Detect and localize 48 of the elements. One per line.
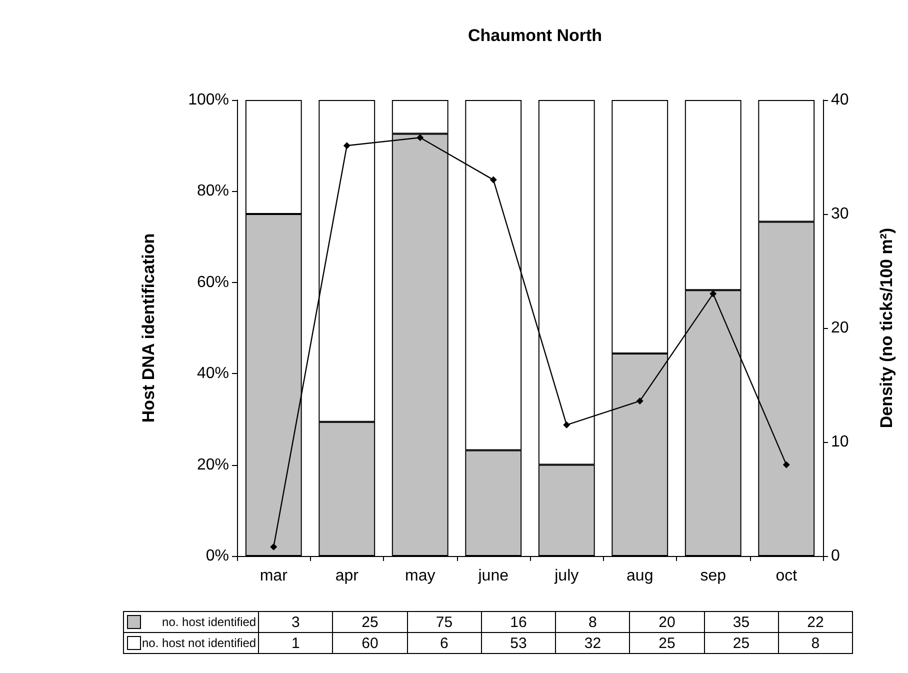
x-tick-label: aug [626, 568, 654, 584]
point [490, 176, 497, 184]
text: 25 [332, 612, 408, 632]
x-tick-label: mar [260, 568, 288, 584]
y-tick-label: 100% [188, 92, 229, 108]
text: 8 [556, 612, 630, 632]
text: 6 [407, 632, 482, 654]
x-tick-label: apr [335, 568, 360, 584]
point [782, 461, 790, 468]
y2-tick-label: 10 [831, 434, 849, 450]
y2-tick-label: 20 [831, 320, 849, 336]
y-tick-label: 40% [196, 365, 229, 382]
legend-label: no. host identified [162, 615, 256, 629]
y2-tick-label: 40 [831, 92, 849, 108]
text: 32 [556, 632, 630, 654]
chart-title: Chaumont North [468, 26, 602, 45]
y2-axis-title: Density (no ticks/100 m²) [877, 228, 896, 428]
point [270, 543, 278, 550]
text: 25 [630, 632, 704, 654]
point [416, 134, 424, 142]
text: 16 [481, 612, 556, 632]
y-tick-label: 0% [206, 548, 229, 564]
text: 35 [704, 612, 778, 632]
y-tick-label: 60% [196, 274, 229, 291]
point [636, 397, 644, 404]
text: 75 [407, 612, 482, 632]
text: 20 [630, 612, 704, 632]
point [563, 421, 570, 428]
x-tick-label: may [405, 568, 436, 584]
text: 8 [778, 632, 853, 654]
x-tick-label: july [554, 568, 579, 584]
text: 1 [258, 632, 333, 654]
y-tick-label: 20% [196, 456, 229, 474]
y-axis-title: Host DNA identification [139, 233, 158, 423]
text: 53 [481, 632, 556, 654]
y2-tick-label: 30 [831, 206, 849, 222]
x-tick-label: sep [700, 568, 726, 584]
legend-label: no. host not identified [142, 636, 256, 650]
text: 25 [704, 632, 778, 654]
x-tick-label: june [477, 568, 509, 584]
x-tick-label: oct [776, 568, 798, 584]
text: 60 [332, 632, 408, 654]
y-tick-label: 80% [196, 182, 229, 200]
text: 22 [778, 612, 853, 632]
text: 3 [258, 612, 333, 632]
y2-tick-label: 0 [831, 548, 840, 564]
point [710, 290, 717, 298]
point [343, 142, 350, 150]
